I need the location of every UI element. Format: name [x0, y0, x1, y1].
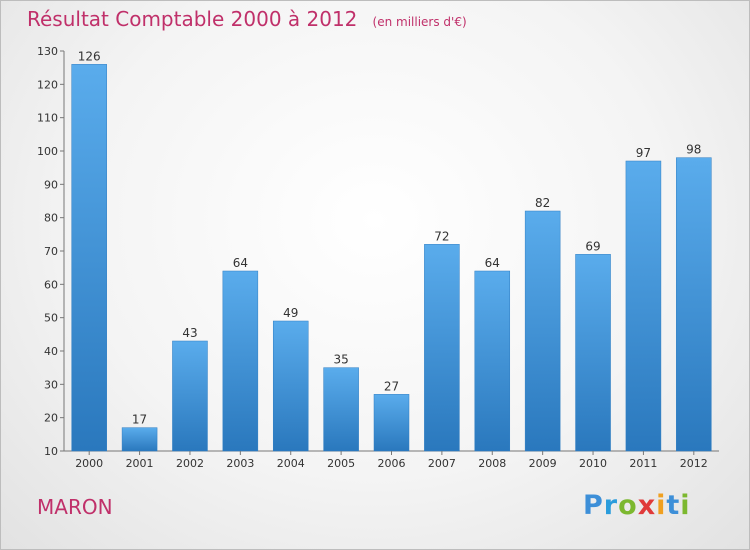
x-tick-label: 2009 — [529, 457, 557, 470]
bar-value-label: 69 — [585, 239, 600, 253]
bar — [121, 427, 158, 452]
chart-subtitle: (en milliers d'€) — [372, 15, 467, 29]
x-tick-label: 2003 — [226, 457, 254, 470]
bar-value-label: 64 — [233, 256, 248, 270]
bar — [272, 320, 309, 452]
bar — [172, 340, 208, 452]
bar-value-label: 17 — [132, 413, 147, 427]
bar-value-label: 97 — [636, 146, 651, 160]
proxiti-logo: Proxiti — [583, 490, 691, 521]
bar — [222, 270, 259, 452]
x-tick-label: 2010 — [579, 457, 607, 470]
logo-letter: x — [637, 490, 657, 521]
logo-letter: i — [656, 490, 667, 521]
bar — [524, 210, 561, 452]
x-tick-label: 2006 — [378, 457, 406, 470]
bar — [373, 394, 410, 452]
bar-value-label: 27 — [384, 379, 399, 393]
logo-letter: P — [583, 490, 604, 521]
bar-value-label: 64 — [485, 256, 500, 270]
y-tick-label: 110 — [37, 112, 58, 125]
bar — [71, 64, 107, 452]
bar — [676, 157, 712, 452]
logo-letter: o — [618, 490, 638, 521]
y-tick-label: 40 — [44, 345, 58, 358]
bar — [323, 367, 359, 452]
y-tick-label: 130 — [37, 45, 58, 58]
x-tick-label: 2000 — [75, 457, 103, 470]
x-tick-label: 2004 — [277, 457, 305, 470]
y-tick-label: 90 — [44, 178, 58, 191]
bar-value-label: 126 — [78, 49, 101, 63]
x-tick-label: 2008 — [478, 457, 506, 470]
logo-letter: t — [666, 490, 681, 521]
bar-value-label: 49 — [283, 306, 298, 320]
x-tick-label: 2011 — [629, 457, 657, 470]
y-tick-label: 60 — [44, 278, 58, 291]
x-tick-label: 2001 — [126, 457, 154, 470]
bar-value-label: 98 — [686, 143, 701, 157]
y-tick-label: 70 — [44, 245, 58, 258]
bar-value-label: 43 — [182, 326, 197, 340]
x-tick-label: 2002 — [176, 457, 204, 470]
bar — [474, 270, 511, 452]
y-tick-label: 30 — [44, 378, 58, 391]
logo-letter: r — [603, 490, 619, 521]
bar — [575, 254, 611, 452]
y-tick-label: 50 — [44, 312, 58, 325]
x-tick-label: 2005 — [327, 457, 355, 470]
y-tick-label: 10 — [44, 445, 58, 458]
bar — [424, 244, 460, 452]
chart-title: Résultat Comptable 2000 à 2012 — [27, 7, 358, 31]
title-row: Résultat Comptable 2000 à 2012 (en milli… — [27, 7, 467, 31]
bar-value-label: 82 — [535, 196, 550, 210]
x-tick-label: 2007 — [428, 457, 456, 470]
logo-letter: i — [680, 490, 691, 521]
x-tick-label: 2012 — [680, 457, 708, 470]
y-tick-label: 120 — [37, 78, 58, 91]
place-name: MARON — [37, 495, 113, 519]
bar-value-label: 35 — [333, 353, 348, 367]
bar — [625, 160, 662, 452]
bar-value-label: 72 — [434, 229, 449, 243]
y-tick-label: 80 — [44, 212, 58, 225]
y-tick-label: 20 — [44, 412, 58, 425]
y-tick-label: 100 — [37, 145, 58, 158]
